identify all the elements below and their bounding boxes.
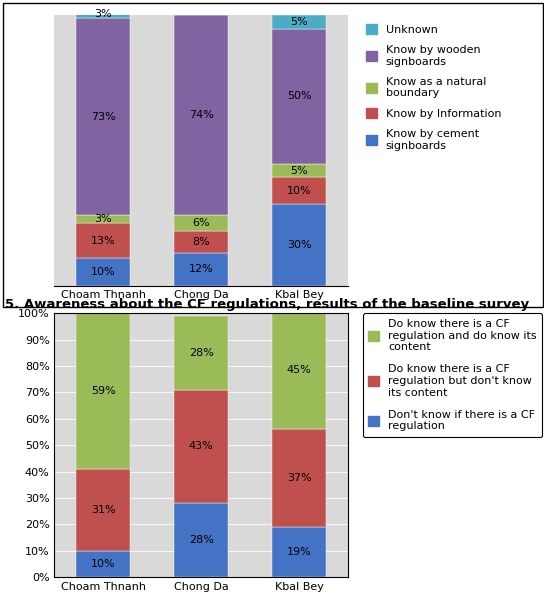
Text: 37%: 37% xyxy=(287,473,312,483)
Bar xyxy=(76,469,131,551)
Text: 74%: 74% xyxy=(189,111,214,120)
Text: 19%: 19% xyxy=(287,547,312,557)
Bar xyxy=(76,10,131,18)
Text: 28%: 28% xyxy=(189,348,214,358)
Text: 50%: 50% xyxy=(287,91,312,101)
Text: 10%: 10% xyxy=(287,186,312,196)
Text: 13%: 13% xyxy=(91,236,116,246)
Bar xyxy=(272,429,326,527)
Text: 10%: 10% xyxy=(91,267,116,277)
Legend: Unknown, Know by wooden
signboards, Know as a natural
boundary, Know by Informat: Unknown, Know by wooden signboards, Know… xyxy=(362,21,505,154)
Bar xyxy=(272,15,326,29)
Text: 28%: 28% xyxy=(189,535,214,545)
Text: 6%: 6% xyxy=(193,219,210,228)
Text: 31%: 31% xyxy=(91,505,116,515)
Bar xyxy=(272,29,326,164)
Bar xyxy=(76,216,131,223)
Bar xyxy=(76,551,131,577)
Text: 3%: 3% xyxy=(95,214,112,224)
Bar xyxy=(174,253,228,286)
Legend: Do know there is a CF
regulation and do know its
content, Do know there is a CF
: Do know there is a CF regulation and do … xyxy=(362,313,542,437)
Text: 43%: 43% xyxy=(189,441,214,451)
Text: 73%: 73% xyxy=(91,112,116,122)
Text: 5%: 5% xyxy=(290,17,308,27)
Bar xyxy=(174,231,228,253)
Text: 45%: 45% xyxy=(287,365,312,375)
Text: 30%: 30% xyxy=(287,240,312,250)
Text: 5%: 5% xyxy=(290,166,308,176)
Bar xyxy=(272,164,326,177)
Text: 5. Awareness about the CF regulations, results of the baseline survey: 5. Awareness about the CF regulations, r… xyxy=(5,298,529,311)
Bar xyxy=(174,390,228,503)
Bar xyxy=(174,316,228,390)
Bar xyxy=(272,177,326,204)
Bar xyxy=(272,527,326,577)
Bar xyxy=(76,313,131,469)
Bar xyxy=(174,503,228,577)
Bar xyxy=(272,204,326,286)
Text: 12%: 12% xyxy=(189,264,214,274)
Bar xyxy=(76,18,131,216)
Text: 59%: 59% xyxy=(91,386,116,396)
Bar xyxy=(174,15,228,216)
Text: 10%: 10% xyxy=(91,559,116,569)
Text: 3%: 3% xyxy=(95,9,112,19)
Bar xyxy=(174,216,228,231)
Bar xyxy=(76,258,131,286)
Text: 8%: 8% xyxy=(193,237,210,247)
Bar xyxy=(76,223,131,258)
Bar xyxy=(272,311,326,429)
